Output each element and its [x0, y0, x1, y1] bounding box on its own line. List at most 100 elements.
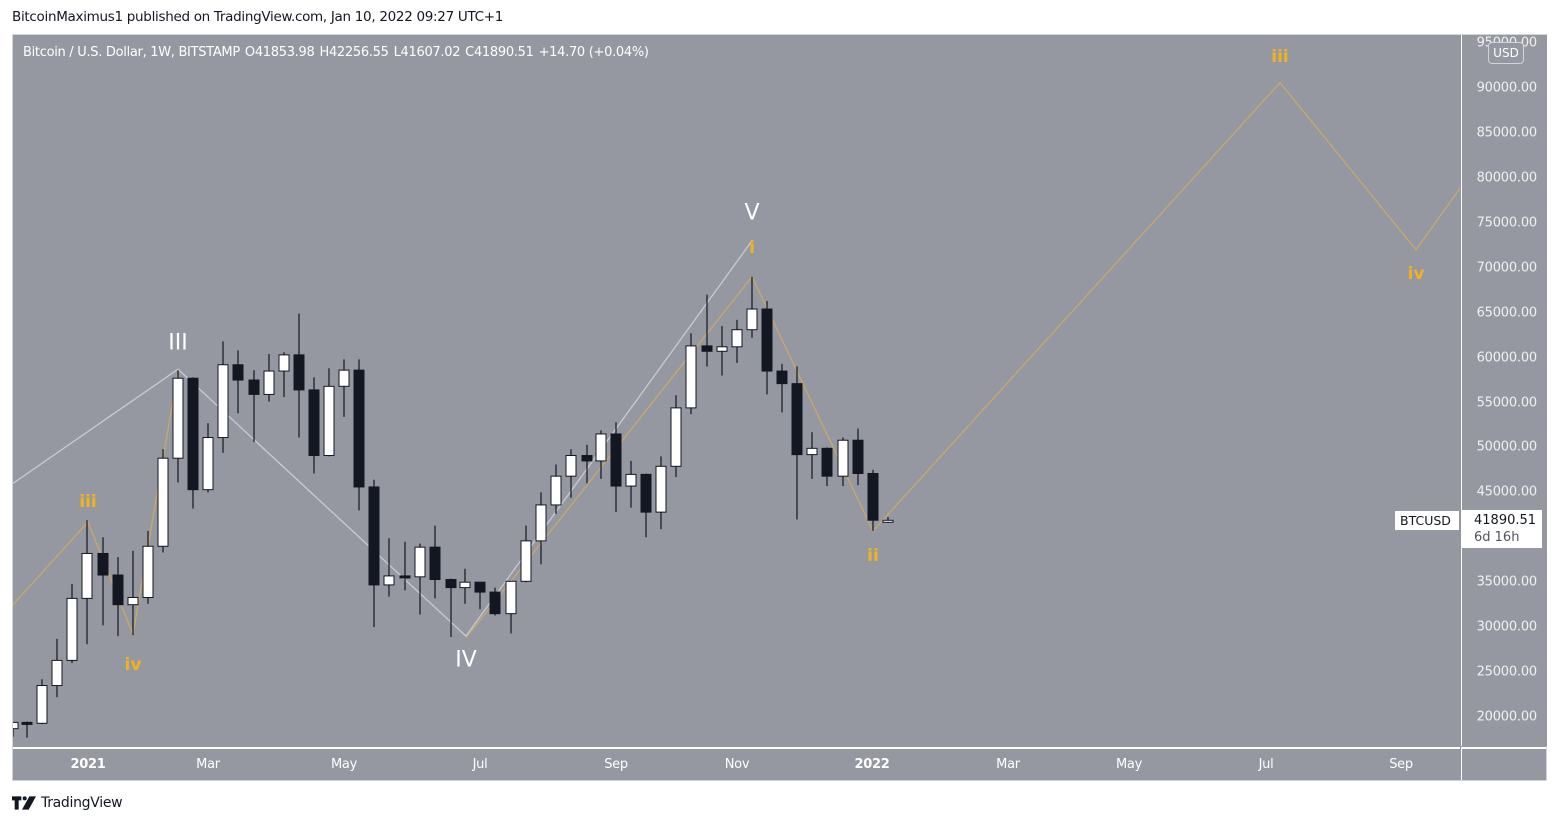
- time-axis[interactable]: 2021 Mar May Jul Sep Nov 2022 Mar May Jul Sep: [13, 747, 1460, 780]
- candle: [581, 444, 593, 484]
- candle: [187, 377, 199, 509]
- candle: [595, 430, 607, 479]
- candle: [505, 580, 517, 634]
- candle: [323, 368, 335, 457]
- tradingview-logo-icon: [12, 796, 36, 810]
- candle: [66, 584, 78, 664]
- time-tick: May: [1116, 757, 1142, 772]
- time-tick: 2022: [854, 757, 890, 772]
- candle: [36, 679, 48, 725]
- candle: [459, 568, 471, 604]
- candle: [776, 363, 788, 413]
- candle: [263, 353, 275, 402]
- minor-wave-label[interactable]: iv: [1407, 264, 1425, 284]
- candle: [746, 276, 758, 338]
- candle: [429, 525, 441, 599]
- chart-pane[interactable]: [13, 35, 1460, 746]
- candle: [308, 377, 320, 474]
- symbol-legend: Bitcoin / U.S. Dollar, 1W, BITSTAMP O4185…: [23, 45, 654, 60]
- candle: [97, 537, 109, 626]
- candle: [353, 359, 365, 511]
- minor-wave-label[interactable]: iv: [124, 655, 142, 675]
- candle: [625, 460, 637, 508]
- price-tick: 20000.00: [1476, 709, 1538, 725]
- candle: [338, 359, 350, 417]
- candlestick-chart: [13, 81, 1460, 738]
- major-wave-label[interactable]: IV: [455, 647, 477, 673]
- symbol-title: Bitcoin / U.S. Dollar, 1W, BITSTAMP: [23, 45, 240, 60]
- published-by-text: BitcoinMaximus1 published on TradingView…: [12, 9, 504, 25]
- major-wave-line[interactable]: [13, 240, 753, 638]
- candle: [127, 550, 139, 636]
- candle: [142, 530, 154, 604]
- major-wave-label[interactable]: V: [744, 200, 760, 226]
- tradingview-logo: TradingView: [12, 795, 123, 811]
- price-tick: 90000.00: [1476, 80, 1538, 96]
- candle: [157, 449, 169, 553]
- candle: [399, 541, 411, 591]
- price-tick: 25000.00: [1476, 664, 1538, 680]
- candle: [445, 578, 457, 638]
- currency-button[interactable]: USD: [1488, 42, 1524, 64]
- ohlc-open: O41853.98: [244, 45, 315, 60]
- candle: [202, 423, 214, 493]
- price-tick: 80000.00: [1476, 170, 1538, 186]
- candle: [821, 447, 833, 487]
- candle: [368, 479, 380, 628]
- ohlc-close: C41890.51: [465, 45, 534, 60]
- candle: [685, 333, 697, 415]
- candle: [414, 543, 426, 615]
- time-tick: Mar: [996, 757, 1020, 772]
- candle: [520, 525, 532, 583]
- candle: [610, 422, 622, 513]
- candle: [535, 492, 547, 565]
- candle: [474, 581, 486, 610]
- candle: [21, 721, 33, 738]
- bar-countdown: 6d 16h: [1474, 530, 1520, 545]
- candle: [640, 473, 652, 538]
- minor-wave-label[interactable]: iii: [1271, 47, 1289, 67]
- last-price-label: 41890.51 6d 16h: [1462, 510, 1542, 548]
- time-tick: Mar: [196, 757, 220, 772]
- price-tick: 60000.00: [1476, 350, 1538, 366]
- candle: [81, 520, 93, 645]
- symbol-price-tag: BTCUSD: [1395, 511, 1459, 530]
- price-tick: 50000.00: [1476, 439, 1538, 455]
- candle: [852, 428, 864, 486]
- major-wave-label[interactable]: III: [168, 330, 188, 356]
- tradingview-wordmark: TradingView: [41, 795, 123, 811]
- candle: [565, 449, 577, 498]
- candle: [550, 464, 562, 514]
- minor-wave-line-projection[interactable]: [465, 81, 1460, 639]
- candle: [882, 517, 894, 523]
- price-tick: 70000.00: [1476, 260, 1538, 276]
- time-tick: 2021: [70, 757, 106, 772]
- candle: [489, 587, 501, 616]
- candle: [248, 370, 260, 443]
- price-tick: 65000.00: [1476, 305, 1538, 321]
- axis-corner: [1461, 747, 1546, 780]
- candle: [112, 557, 124, 637]
- price-axis[interactable]: 95000.0090000.0085000.0080000.0075000.00…: [1461, 35, 1547, 746]
- time-tick: Jul: [472, 757, 488, 772]
- last-price-value: 41890.51: [1474, 513, 1537, 528]
- minor-wave-line-historical[interactable]: [13, 370, 179, 637]
- minor-wave-label[interactable]: iii: [79, 492, 97, 512]
- price-tick: 55000.00: [1476, 395, 1538, 410]
- candle: [670, 395, 682, 478]
- minor-wave-label[interactable]: ii: [867, 546, 879, 566]
- candle: [701, 294, 713, 367]
- candle: [791, 366, 803, 520]
- candle: [383, 538, 395, 597]
- candle: [293, 313, 305, 438]
- candle: [278, 352, 290, 398]
- price-tick: 85000.00: [1476, 125, 1538, 141]
- time-tick: Sep: [604, 757, 628, 772]
- candle: [806, 432, 818, 479]
- time-tick: Jul: [1258, 757, 1274, 772]
- minor-wave-label[interactable]: i: [749, 238, 755, 258]
- candle: [761, 300, 773, 395]
- price-tick: 30000.00: [1476, 619, 1538, 635]
- ohlc-low: L41607.02: [393, 45, 461, 60]
- candle: [716, 326, 728, 376]
